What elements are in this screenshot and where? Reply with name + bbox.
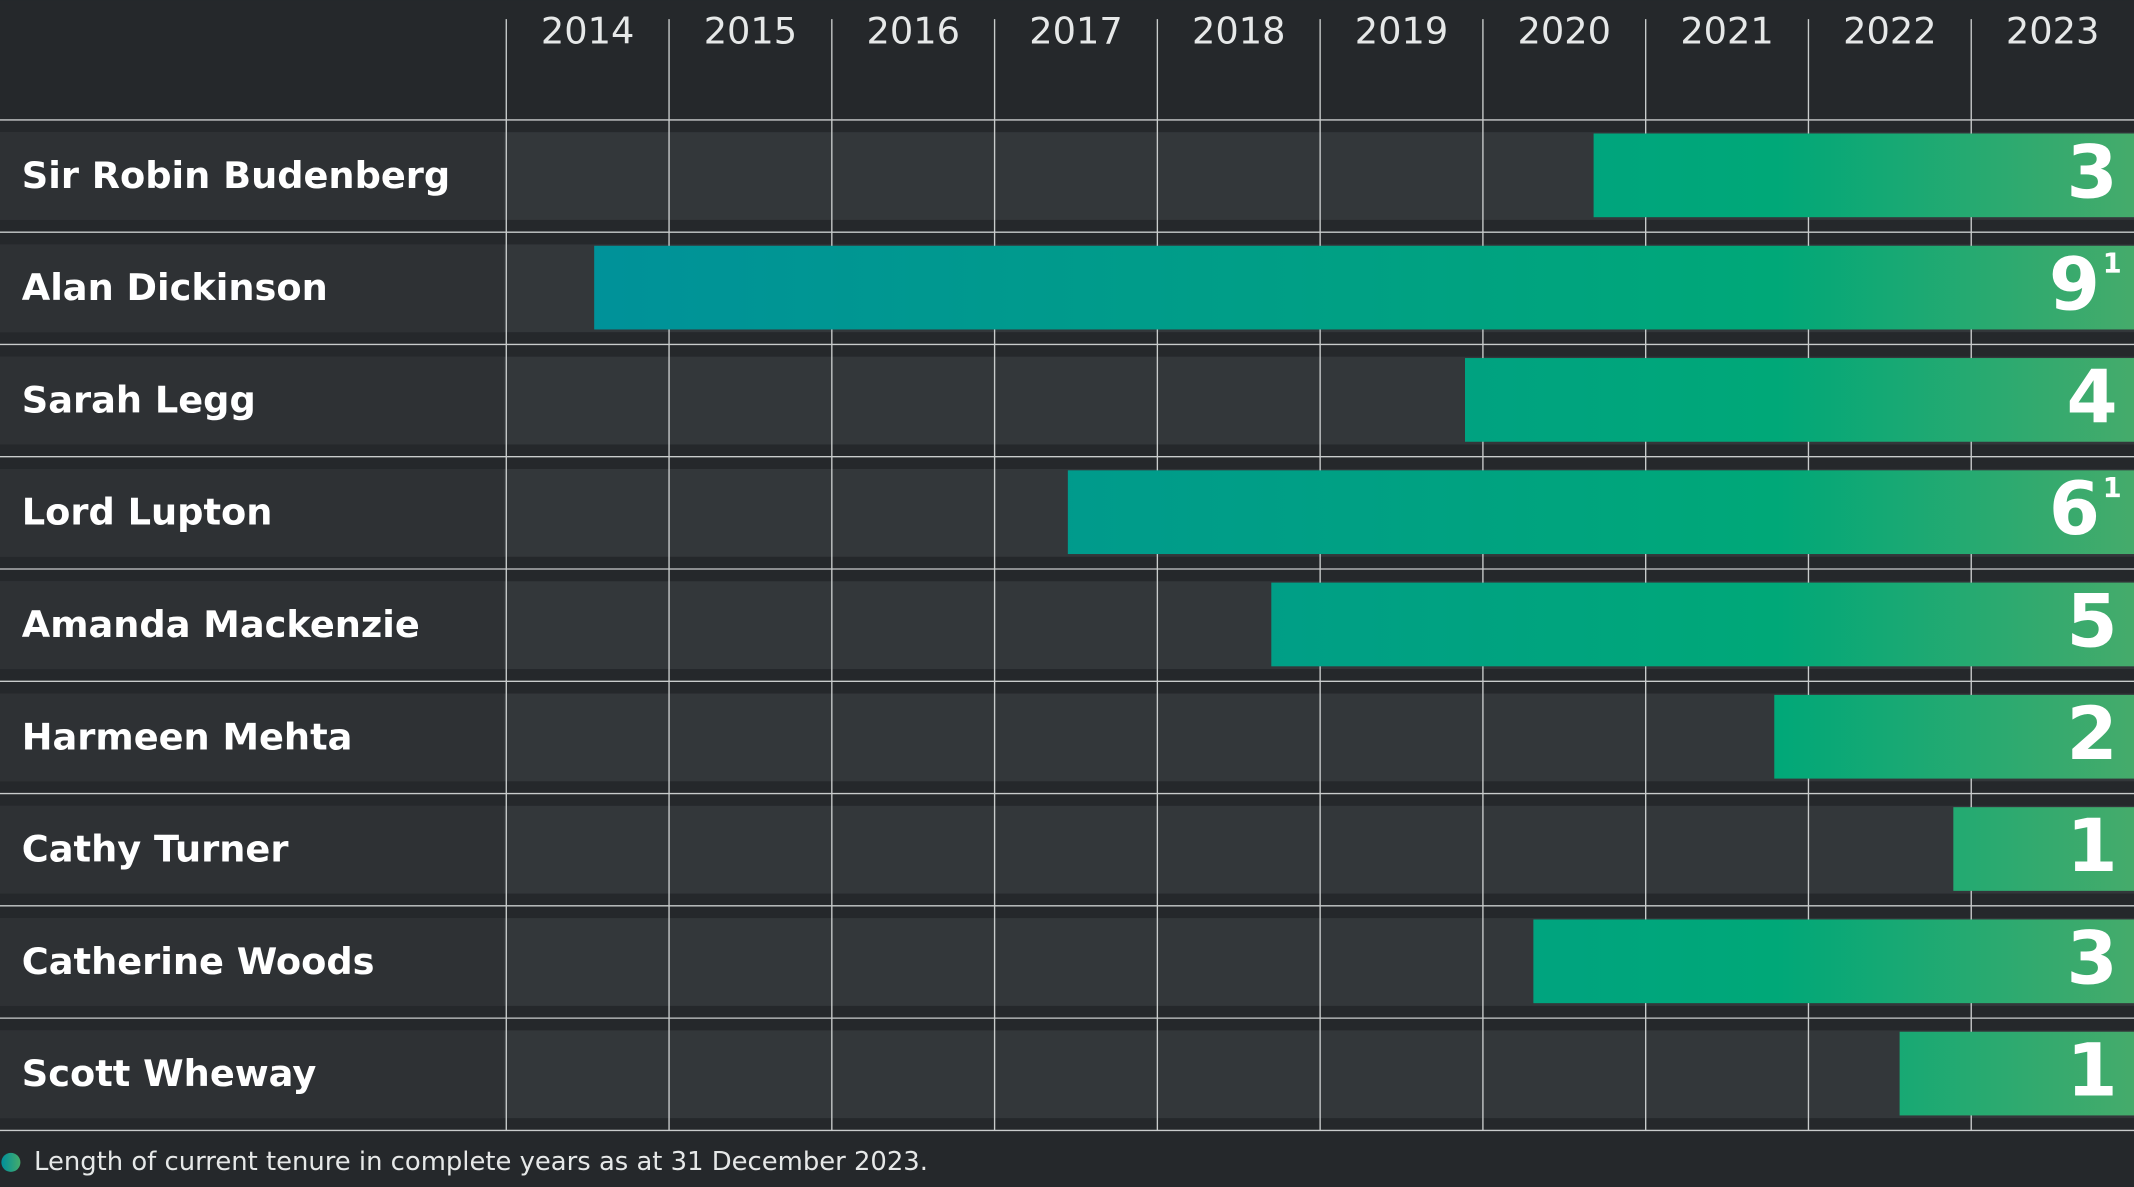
x-tick-label: 2015 xyxy=(704,9,798,52)
x-tick-label: 2017 xyxy=(1029,9,1123,52)
row-label: Catherine Woods xyxy=(22,940,375,983)
value-label: 9 xyxy=(2049,243,2100,328)
row-label: Sir Robin Budenberg xyxy=(22,154,450,197)
footnote: Length of current tenure in complete yea… xyxy=(34,1147,928,1177)
name-cell xyxy=(0,693,504,782)
value-label: 6 xyxy=(2049,467,2100,552)
name-cell xyxy=(0,1030,504,1119)
tenure-bar xyxy=(1953,807,2134,891)
value-label: 5 xyxy=(2067,580,2118,665)
name-cell xyxy=(0,918,504,1006)
row-label: Amanda Mackenzie xyxy=(22,603,420,646)
name-cell xyxy=(0,356,504,445)
tenure-bar xyxy=(1533,919,2134,1004)
x-tick-label: 2020 xyxy=(1518,9,1612,52)
name-cell xyxy=(0,581,504,670)
footnote-marker: 1 xyxy=(2103,248,2122,279)
x-tick-label: 2014 xyxy=(541,9,635,52)
name-cell xyxy=(0,132,504,220)
row-label: Scott Wheway xyxy=(22,1052,317,1095)
name-cell xyxy=(0,244,504,333)
tenure-bar xyxy=(1067,470,2134,555)
x-tick-label: 2022 xyxy=(1843,9,1937,52)
name-cell xyxy=(0,805,504,894)
x-tick-label: 2016 xyxy=(866,9,960,52)
tenure-bar xyxy=(594,245,2134,330)
row-label: Lord Lupton xyxy=(22,491,273,534)
value-label: 3 xyxy=(2067,916,2118,1001)
value-label: 1 xyxy=(2067,804,2118,889)
x-tick-label: 2018 xyxy=(1192,9,1286,52)
value-label: 3 xyxy=(2067,130,2118,215)
tenure-bar xyxy=(1899,1031,2134,1116)
footnote-dot xyxy=(1,1152,21,1172)
tenure-bar xyxy=(1774,694,2134,779)
tenure-bar xyxy=(1593,133,2134,218)
name-cell xyxy=(0,468,504,557)
footnote-marker: 1 xyxy=(2103,473,2122,504)
value-label: 2 xyxy=(2067,692,2118,777)
row-label: Cathy Turner xyxy=(22,828,290,871)
x-tick-label: 2023 xyxy=(2006,9,2100,52)
row-label: Sarah Legg xyxy=(22,378,256,421)
tenure-bar xyxy=(1271,582,2134,667)
value-label: 1 xyxy=(2067,1029,2118,1114)
x-tick-label: 2019 xyxy=(1355,9,1448,52)
x-tick-label: 2021 xyxy=(1680,9,1774,52)
row-label: Alan Dickinson xyxy=(22,266,328,309)
value-label: 4 xyxy=(2067,355,2118,440)
tenure-bar xyxy=(1465,358,2134,442)
row-label: Harmeen Mehta xyxy=(22,715,353,758)
